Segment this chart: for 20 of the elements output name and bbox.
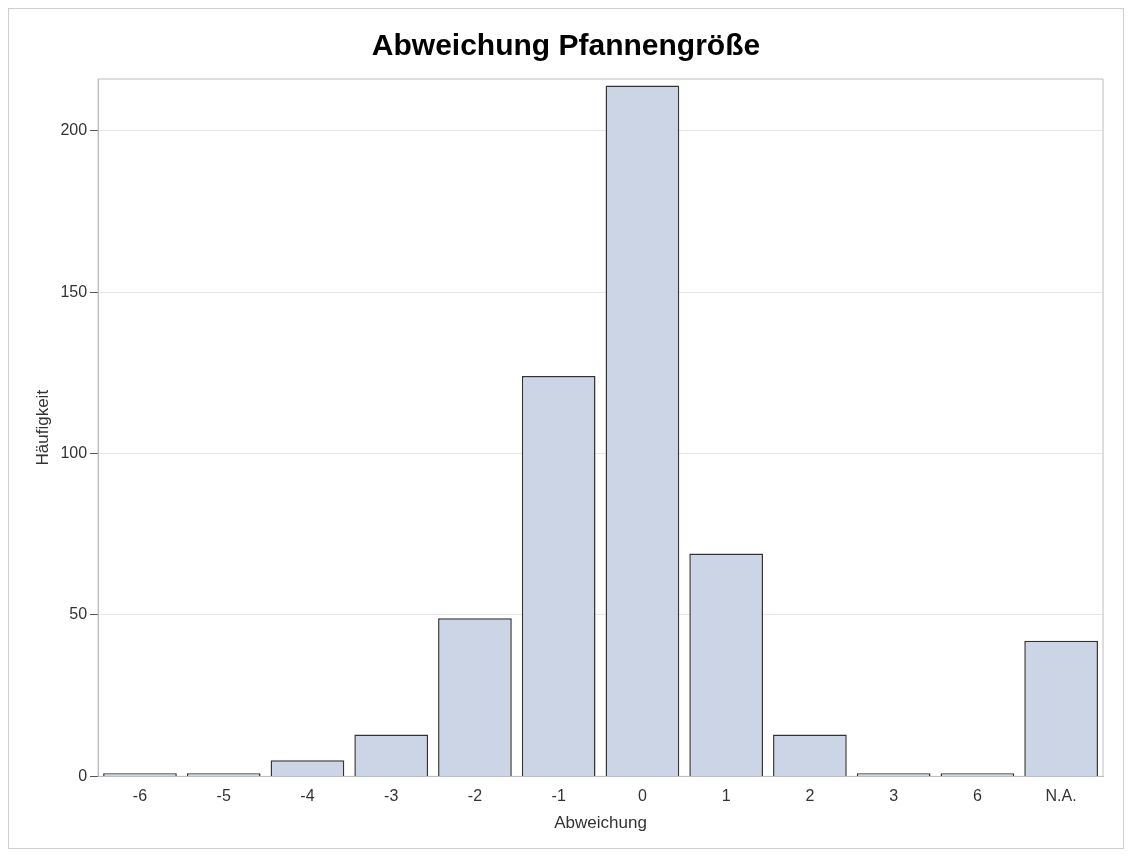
- x-tick-label: N.A.: [1045, 787, 1077, 805]
- x-tick-label: -2: [467, 787, 483, 805]
- x-tick-label: -1: [551, 787, 566, 805]
- y-tick-label: 200: [60, 121, 88, 139]
- x-axis-title: Abweichung: [554, 813, 647, 833]
- y-axis-title: Häufigkeit: [32, 389, 52, 466]
- x-tick-label: 6: [972, 787, 982, 805]
- x-tick-label: -6: [132, 787, 148, 805]
- x-tick-label: 1: [721, 787, 731, 805]
- y-tick-label: 0: [78, 766, 88, 784]
- x-tick-label: 0: [637, 787, 647, 805]
- y-tick-label: 50: [69, 605, 88, 623]
- x-tick-label: -5: [216, 787, 231, 805]
- chart-title: Abweichung Pfannengröße: [371, 28, 761, 62]
- y-tick-label: 100: [60, 443, 88, 461]
- x-tick-label: 2: [805, 787, 815, 805]
- x-tick-label: -4: [300, 787, 315, 805]
- y-tick-label: 150: [60, 282, 88, 300]
- x-tick-label: -3: [384, 787, 399, 805]
- x-tick-label: 3: [889, 787, 899, 805]
